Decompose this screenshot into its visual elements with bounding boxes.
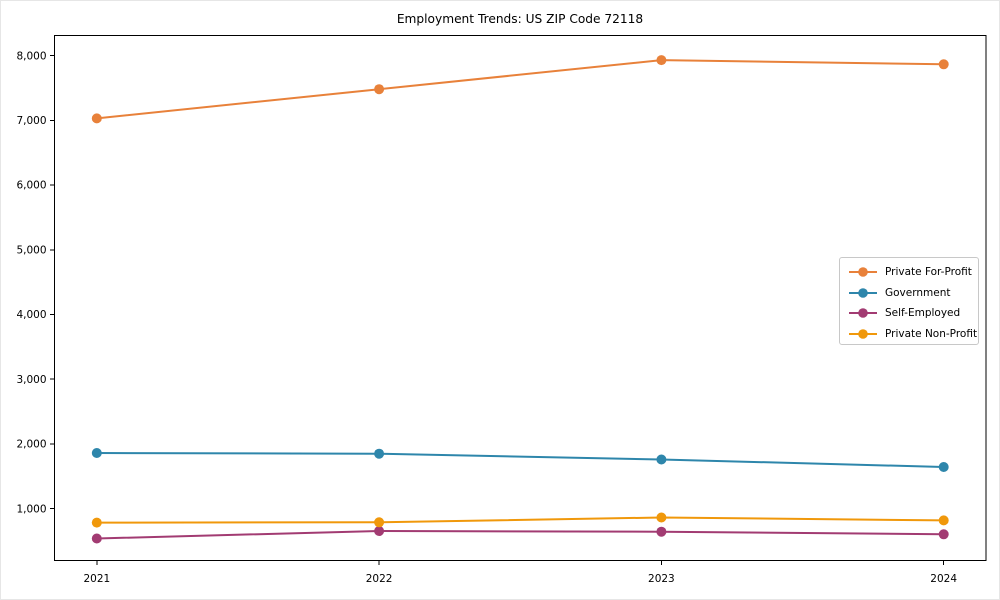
data-point-government xyxy=(91,448,102,458)
series-line-private-non-profit xyxy=(95,516,945,524)
x-tick-label: 2022 xyxy=(366,573,393,585)
data-point-government xyxy=(656,454,667,465)
data-point-private-for-profit xyxy=(374,84,385,95)
legend-marker-icon xyxy=(849,267,877,278)
y-tick-label: 5,000 xyxy=(16,244,46,256)
data-point-private-non-profit xyxy=(374,517,385,528)
legend-label: Government xyxy=(885,286,951,299)
data-point-private-for-profit xyxy=(656,55,667,66)
legend-marker-icon xyxy=(849,308,877,319)
data-point-private-non-profit xyxy=(656,512,667,523)
legend-item-private-non-profit: Private Non-Profit xyxy=(848,324,978,345)
y-tick-label: 7,000 xyxy=(16,115,46,127)
data-point-self-employed xyxy=(91,533,102,544)
data-point-private-non-profit xyxy=(91,517,102,528)
legend-item-self-employed: Self-Employed xyxy=(848,303,978,324)
y-tick-label: 4,000 xyxy=(16,309,46,321)
series-line-self-employed xyxy=(95,529,945,540)
x-tick-label: 2023 xyxy=(648,573,675,585)
chart-title: Employment Trends: US ZIP Code 72118 xyxy=(396,12,644,26)
series-line-government xyxy=(95,452,945,468)
data-point-government xyxy=(938,462,949,472)
legend-item-government: Government xyxy=(848,283,978,304)
y-tick-label: 1,000 xyxy=(16,503,46,515)
data-point-self-employed xyxy=(656,526,667,537)
data-point-private-non-profit xyxy=(938,515,949,526)
legend: Private For-Profit Government Self-Employe… xyxy=(839,257,979,345)
series-line-private-for-profit xyxy=(95,59,945,120)
y-tick-label: 8,000 xyxy=(16,50,46,62)
legend-item-private-for-profit: Private For-Profit xyxy=(848,262,978,283)
data-point-self-employed xyxy=(938,529,949,540)
y-tick-label: 6,000 xyxy=(16,180,46,192)
data-point-government xyxy=(374,448,385,459)
legend-label: Self-Employed xyxy=(885,307,961,320)
legend-marker-icon xyxy=(849,287,877,298)
legend-label: Private For-Profit xyxy=(885,266,972,279)
data-point-private-for-profit xyxy=(91,113,102,124)
y-tick-label: 2,000 xyxy=(16,439,46,451)
data-point-private-for-profit xyxy=(938,59,949,70)
x-tick-label: 2024 xyxy=(930,573,957,585)
plot-frame xyxy=(54,35,987,561)
y-tick-label: 3,000 xyxy=(16,374,46,386)
x-tick-label: 2021 xyxy=(83,573,110,585)
legend-label: Private Non-Profit xyxy=(885,327,978,340)
data-point-self-employed xyxy=(374,526,385,536)
legend-marker-icon xyxy=(849,328,877,339)
